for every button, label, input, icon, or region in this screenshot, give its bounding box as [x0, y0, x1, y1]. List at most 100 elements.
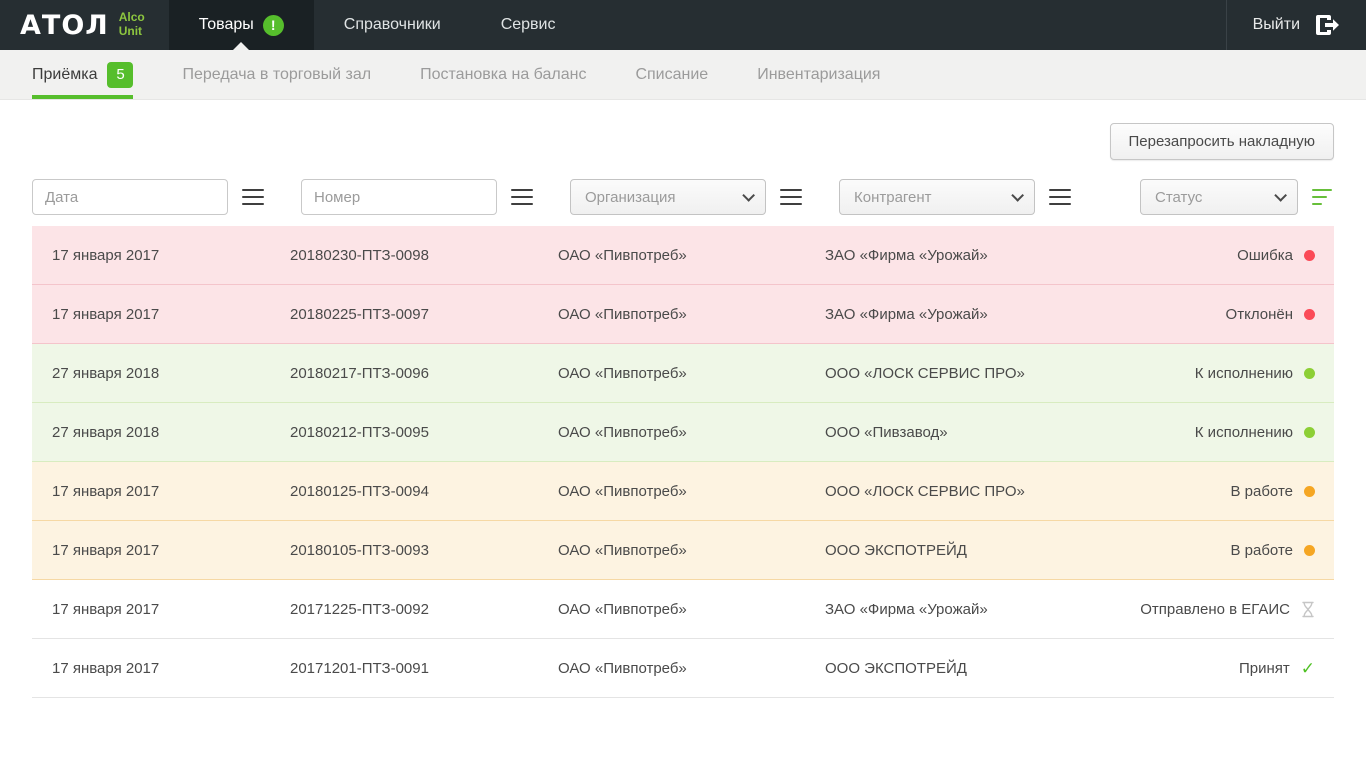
- date-filter-input[interactable]: [32, 179, 228, 215]
- hourglass-icon: [1301, 601, 1315, 618]
- requery-invoice-button[interactable]: Перезапросить накладную: [1110, 123, 1334, 160]
- cell-organization: ОАО «Пивпотреб»: [558, 601, 825, 618]
- alert-badge: !: [263, 15, 284, 36]
- table-row[interactable]: 17 января 2017 20180225-ПТЗ-0097 ОАО «Пи…: [32, 285, 1334, 344]
- status-dot-icon: [1304, 486, 1315, 497]
- status-label: Отклонён: [1226, 306, 1293, 323]
- status-label: В работе: [1230, 542, 1293, 559]
- tab-label: Постановка на баланс: [420, 66, 586, 84]
- section-tab[interactable]: Приёмка 5: [32, 50, 133, 99]
- status-sort-icon-active[interactable]: [1312, 189, 1334, 205]
- cell-status: Ошибка: [1054, 247, 1334, 264]
- menu-item-label: Сервис: [501, 16, 556, 34]
- table-row[interactable]: 27 января 2018 20180212-ПТЗ-0095 ОАО «Пи…: [32, 403, 1334, 462]
- status-label: В работе: [1230, 483, 1293, 500]
- cell-counterparty: ООО «ЛОСК СЕРВИС ПРО»: [825, 365, 1054, 382]
- cell-counterparty: ООО «ЛОСК СЕРВИС ПРО»: [825, 483, 1054, 500]
- cell-organization: ОАО «Пивпотреб»: [558, 542, 825, 559]
- section-tabs: Приёмка 5 Передача в торговый зал Постан…: [0, 50, 1366, 100]
- cell-counterparty: ЗАО «Фирма «Урожай»: [825, 601, 1054, 618]
- cell-date: 17 января 2017: [32, 483, 290, 500]
- organization-filter-group: Организация: [570, 179, 802, 215]
- table-row[interactable]: 17 января 2017 20180105-ПТЗ-0093 ОАО «Пи…: [32, 521, 1334, 580]
- number-sort-icon[interactable]: [511, 189, 533, 205]
- status-dot-icon: [1304, 250, 1315, 261]
- number-filter-input[interactable]: [301, 179, 497, 215]
- section-tab[interactable]: Инвентаризация: [757, 50, 880, 99]
- cell-date: 17 января 2017: [32, 660, 290, 677]
- brand-logo: АТОЛ Alco Unit: [0, 0, 169, 50]
- cell-organization: ОАО «Пивпотреб»: [558, 247, 825, 264]
- top-navbar: АТОЛ Alco Unit Товары ! Справочники Серв…: [0, 0, 1366, 50]
- organization-select[interactable]: Организация: [570, 179, 766, 215]
- status-label: К исполнению: [1195, 424, 1293, 441]
- menu-item[interactable]: Справочники: [314, 0, 471, 50]
- table-row[interactable]: 17 января 2017 20171201-ПТЗ-0091 ОАО «Пи…: [32, 639, 1334, 698]
- cell-counterparty: ООО «Пивзавод»: [825, 424, 1054, 441]
- table-row[interactable]: 27 января 2018 20180217-ПТЗ-0096 ОАО «Пи…: [32, 344, 1334, 403]
- table-row[interactable]: 17 января 2017 20180125-ПТЗ-0094 ОАО «Пи…: [32, 462, 1334, 521]
- chevron-down-icon: [742, 189, 755, 202]
- active-notch: [233, 42, 249, 50]
- section-tab[interactable]: Постановка на баланс: [420, 50, 586, 99]
- menu-item-label: Товары: [199, 16, 254, 34]
- cell-date: 27 января 2018: [32, 365, 290, 382]
- cell-counterparty: ООО ЭКСПОТРЕЙД: [825, 542, 1054, 559]
- organization-sort-icon[interactable]: [780, 189, 802, 205]
- status-dot-icon: [1304, 427, 1315, 438]
- date-sort-icon[interactable]: [242, 189, 264, 205]
- table-row[interactable]: 17 января 2017 20171225-ПТЗ-0092 ОАО «Пи…: [32, 580, 1334, 639]
- cell-status: Отправлено в ЕГАИС: [1054, 601, 1334, 618]
- chevron-down-icon: [1274, 189, 1287, 202]
- main-content: Перезапросить накладную Организация Конт…: [0, 122, 1366, 698]
- product-line2: Unit: [119, 24, 142, 38]
- counterparty-sort-icon[interactable]: [1049, 189, 1071, 205]
- cell-number: 20180105-ПТЗ-0093: [290, 542, 558, 559]
- status-label: Принят: [1239, 660, 1290, 677]
- tab-label: Приёмка: [32, 66, 97, 84]
- logout-button[interactable]: Выйти: [1226, 0, 1366, 50]
- cell-date: 17 января 2017: [32, 247, 290, 264]
- date-filter-group: [32, 179, 264, 215]
- menu-item[interactable]: Сервис: [471, 0, 586, 50]
- cell-status: Принят ✓: [1054, 660, 1334, 677]
- cell-date: 17 января 2017: [32, 601, 290, 618]
- cell-status: К исполнению: [1054, 424, 1334, 441]
- table-row[interactable]: 17 января 2017 20180230-ПТЗ-0098 ОАО «Пи…: [32, 226, 1334, 285]
- cell-number: 20180212-ПТЗ-0095: [290, 424, 558, 441]
- counterparty-filter-group: Контрагент: [839, 179, 1071, 215]
- product-name: Alco Unit: [119, 11, 145, 39]
- cell-organization: ОАО «Пивпотреб»: [558, 365, 825, 382]
- logout-icon: [1314, 14, 1340, 36]
- cell-status: К исполнению: [1054, 365, 1334, 382]
- view-filter-row: Перезапросить накладную: [32, 122, 1334, 160]
- status-select[interactable]: Статус: [1140, 179, 1298, 215]
- status-dot-icon: [1304, 545, 1315, 556]
- cell-organization: ОАО «Пивпотреб»: [558, 306, 825, 323]
- counterparty-select-label: Контрагент: [854, 189, 932, 206]
- section-tab[interactable]: Передача в торговый зал: [182, 50, 371, 99]
- cell-organization: ОАО «Пивпотреб»: [558, 660, 825, 677]
- chevron-down-icon: [1011, 189, 1024, 202]
- view-filters: [32, 138, 140, 144]
- cell-status: В работе: [1054, 542, 1334, 559]
- status-label: Отправлено в ЕГАИС: [1140, 601, 1290, 618]
- cell-number: 20180230-ПТЗ-0098: [290, 247, 558, 264]
- cell-number: 20180125-ПТЗ-0094: [290, 483, 558, 500]
- cell-counterparty: ЗАО «Фирма «Урожай»: [825, 306, 1054, 323]
- menu-item-active[interactable]: Товары !: [169, 0, 314, 50]
- status-dot-icon: [1304, 368, 1315, 379]
- status-select-label: Статус: [1155, 189, 1202, 206]
- menu-item-label: Справочники: [344, 16, 441, 34]
- status-dot-icon: [1304, 309, 1315, 320]
- cell-number: 20180217-ПТЗ-0096: [290, 365, 558, 382]
- cell-counterparty: ЗАО «Фирма «Урожай»: [825, 247, 1054, 264]
- status-label: Ошибка: [1237, 247, 1293, 264]
- tab-label: Списание: [635, 66, 708, 84]
- cell-status: В работе: [1054, 483, 1334, 500]
- counterparty-select[interactable]: Контрагент: [839, 179, 1035, 215]
- section-tab[interactable]: Списание: [635, 50, 708, 99]
- documents-table: 17 января 2017 20180230-ПТЗ-0098 ОАО «Пи…: [32, 226, 1334, 698]
- cell-organization: ОАО «Пивпотреб»: [558, 483, 825, 500]
- number-filter-group: [301, 179, 533, 215]
